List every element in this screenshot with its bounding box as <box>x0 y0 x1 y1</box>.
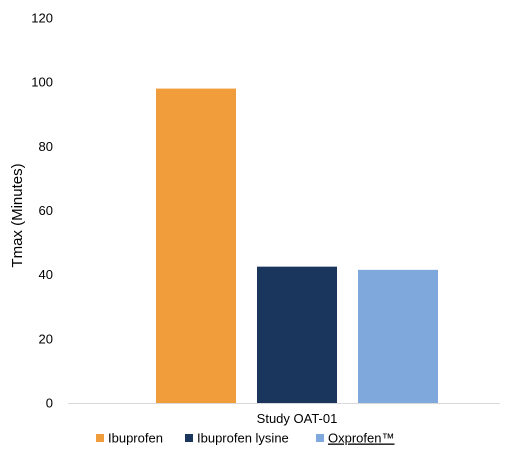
bar-ibuprofen-lysine <box>257 266 337 403</box>
legend-label: Oxprofen™ <box>328 431 394 446</box>
bar-oxprofen <box>358 269 438 403</box>
y-axis-ticks: 0 20 40 60 80 100 120 <box>31 11 53 411</box>
legend-swatch <box>185 434 193 442</box>
y-tick-label: 100 <box>31 75 53 90</box>
bars <box>156 88 438 403</box>
legend-label: Ibuprofen <box>108 431 163 446</box>
y-tick-label: 60 <box>39 203 53 218</box>
y-tick-label: 80 <box>39 139 53 154</box>
legend-swatch <box>316 434 324 442</box>
bar-ibuprofen <box>156 88 236 403</box>
legend-item: Ibuprofen lysine <box>185 431 289 446</box>
legend-label: Ibuprofen lysine <box>197 431 289 446</box>
legend-item: Oxprofen™ <box>316 431 394 446</box>
y-tick-label: 120 <box>31 11 53 26</box>
y-tick-label: 0 <box>46 396 53 411</box>
y-axis-title: Tmax (Minutes) <box>9 163 26 267</box>
legend: Ibuprofen Ibuprofen lysine Oxprofen™ <box>96 431 394 446</box>
legend-item: Ibuprofen <box>96 431 163 446</box>
x-category-label: Study OAT-01 <box>257 411 338 426</box>
y-tick-label: 20 <box>39 331 53 346</box>
legend-swatch <box>96 434 104 442</box>
y-tick-label: 40 <box>39 267 53 282</box>
